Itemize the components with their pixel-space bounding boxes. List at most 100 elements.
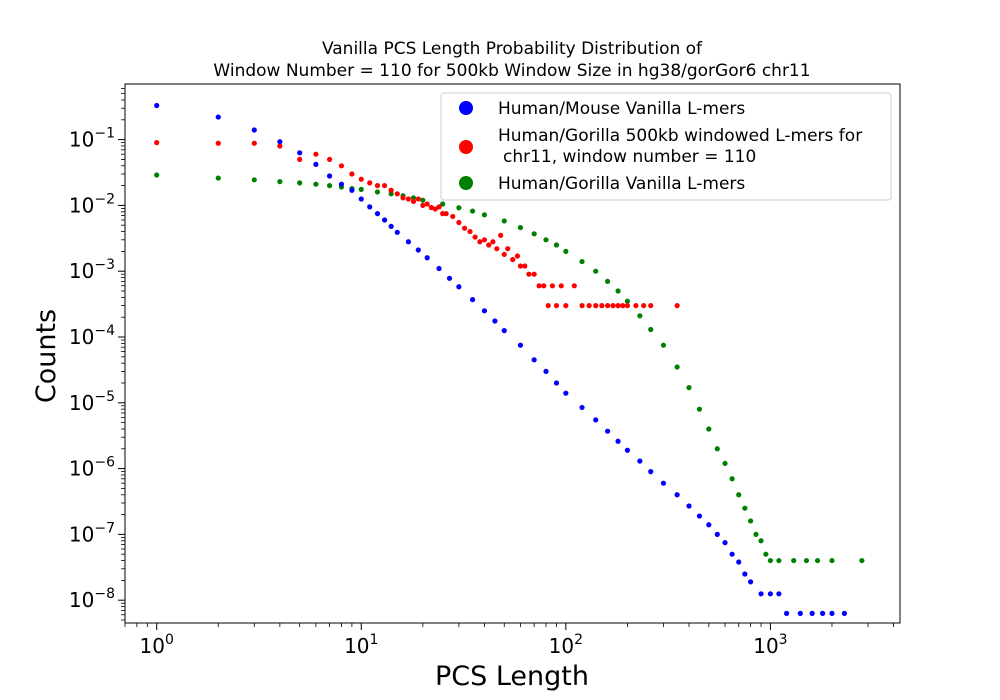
data-point-human-gorilla-vanilla: [517, 224, 524, 231]
data-point-human-mouse: [742, 571, 748, 577]
data-point-human-mouse: [436, 265, 442, 272]
data-point-human-gorilla-windowed: [545, 303, 551, 309]
data-point-human-gorilla-vanilla: [440, 201, 446, 207]
data-point-human-gorilla-windowed: [563, 303, 569, 309]
x-tick-label: 101: [344, 632, 378, 658]
data-point-human-gorilla-windowed: [531, 271, 537, 277]
data-point-human-gorilla-vanilla: [374, 189, 381, 195]
data-point-human-mouse: [388, 223, 394, 229]
data-point-human-mouse: [517, 342, 524, 348]
data-points: [154, 102, 865, 616]
data-point-human-gorilla-windowed: [510, 257, 516, 263]
data-point-human-mouse: [481, 308, 488, 314]
data-point-human-gorilla-vanilla: [481, 212, 488, 218]
data-point-human-gorilla-vanilla: [803, 557, 810, 564]
data-point-human-mouse: [714, 531, 720, 537]
data-point-human-gorilla-vanilla: [604, 278, 611, 284]
data-point-human-mouse: [637, 458, 643, 464]
data-point-human-gorilla-windowed: [494, 246, 500, 252]
data-point-human-gorilla-windowed: [586, 303, 592, 309]
data-point-human-gorilla-windowed: [436, 204, 442, 210]
x-tick-label: 103: [753, 632, 787, 658]
data-point-human-gorilla-windowed: [517, 263, 524, 269]
legend-marker-human-gorilla-windowed: [459, 140, 473, 154]
data-point-human-mouse: [706, 522, 712, 528]
data-point-human-gorilla-vanilla: [637, 313, 643, 319]
data-point-human-mouse: [784, 610, 790, 616]
data-point-human-gorilla-vanilla: [742, 505, 748, 511]
data-point-human-gorilla-windowed: [443, 211, 449, 217]
data-point-human-gorilla-windowed: [367, 180, 373, 186]
data-point-human-gorilla-windowed: [424, 201, 430, 207]
data-point-human-gorilla-windowed: [522, 263, 528, 269]
data-point-human-mouse: [829, 610, 835, 616]
data-point-human-mouse: [841, 610, 848, 616]
data-point-human-gorilla-windowed: [641, 303, 647, 309]
data-point-human-mouse: [776, 591, 782, 597]
data-point-human-gorilla-vanilla: [829, 557, 835, 564]
data-point-human-mouse: [624, 447, 631, 453]
data-point-human-gorilla-vanilla: [326, 182, 333, 189]
data-point-human-gorilla-windowed: [536, 283, 542, 289]
data-point-human-gorilla-windowed: [505, 246, 511, 252]
data-point-human-gorilla-windowed: [571, 283, 577, 289]
data-point-human-mouse: [446, 275, 453, 281]
data-point-human-mouse: [492, 318, 498, 324]
data-point-human-gorilla-vanilla: [714, 446, 720, 452]
legend-label-windowed-line-2: chr11, window number = 110: [503, 147, 756, 167]
data-point-human-gorilla-windowed: [297, 156, 303, 163]
x-axis-label: PCS Length: [435, 661, 589, 692]
data-point-human-mouse: [820, 610, 826, 616]
data-point-human-mouse: [338, 181, 345, 187]
data-point-human-gorilla-windowed: [477, 239, 483, 245]
data-point-human-gorilla-windowed: [599, 303, 605, 309]
data-point-human-gorilla-windowed: [624, 303, 631, 309]
data-point-human-gorilla-vanilla: [297, 180, 303, 186]
data-point-human-mouse: [648, 468, 654, 475]
data-point-human-mouse: [469, 297, 476, 303]
data-point-human-mouse: [579, 404, 585, 411]
x-tick-label: 100: [140, 632, 174, 658]
data-point-human-mouse: [501, 328, 507, 334]
data-point-human-gorilla-vanilla: [763, 551, 769, 557]
data-point-human-mouse: [367, 204, 373, 210]
data-point-human-mouse: [251, 127, 257, 133]
data-point-human-mouse: [154, 102, 160, 109]
y-tick-label: 10−5: [69, 389, 115, 415]
data-point-human-mouse: [593, 417, 599, 423]
y-tick-label: 10−6: [69, 455, 115, 481]
data-point-human-gorilla-windowed: [381, 182, 388, 189]
data-point-human-gorilla-windowed: [462, 225, 468, 231]
data-point-human-gorilla-vanilla: [696, 406, 703, 412]
legend-label-windowed-line-1: Human/Gorilla 500kb windowed L-mers for: [498, 126, 862, 146]
legend-box: [440, 92, 892, 201]
data-point-human-gorilla-windowed: [410, 198, 417, 205]
series-human-mouse: [154, 102, 848, 616]
data-point-human-gorilla-windowed: [388, 187, 394, 193]
data-point-human-gorilla-windowed: [514, 253, 521, 259]
data-point-human-gorilla-vanilla: [420, 197, 426, 203]
data-point-human-mouse: [297, 150, 303, 156]
data-point-human-gorilla-windowed: [501, 251, 507, 258]
data-point-human-mouse: [374, 211, 381, 217]
data-point-human-gorilla-vanilla: [674, 364, 680, 370]
data-point-human-gorilla-windowed: [593, 303, 599, 309]
data-point-human-gorilla-windowed: [481, 237, 488, 243]
data-point-human-gorilla-vanilla: [776, 557, 782, 564]
data-point-human-mouse: [615, 438, 621, 444]
y-tick-label: 10−8: [69, 586, 115, 612]
data-point-human-gorilla-vanilla: [358, 186, 364, 193]
data-point-human-mouse: [722, 540, 728, 546]
data-point-human-gorilla-windowed: [394, 191, 400, 197]
data-point-human-gorilla-vanilla: [791, 557, 797, 564]
data-point-human-gorilla-vanilla: [553, 242, 560, 248]
data-point-human-gorilla-windowed: [251, 140, 257, 146]
data-point-human-mouse: [767, 591, 774, 597]
data-point-human-mouse: [660, 480, 667, 486]
data-point-human-mouse: [758, 591, 764, 597]
data-point-human-gorilla-windowed: [420, 202, 426, 209]
data-point-human-gorilla-vanilla: [277, 179, 283, 185]
data-point-human-gorilla-windowed: [541, 283, 547, 289]
data-point-human-mouse: [215, 114, 221, 120]
